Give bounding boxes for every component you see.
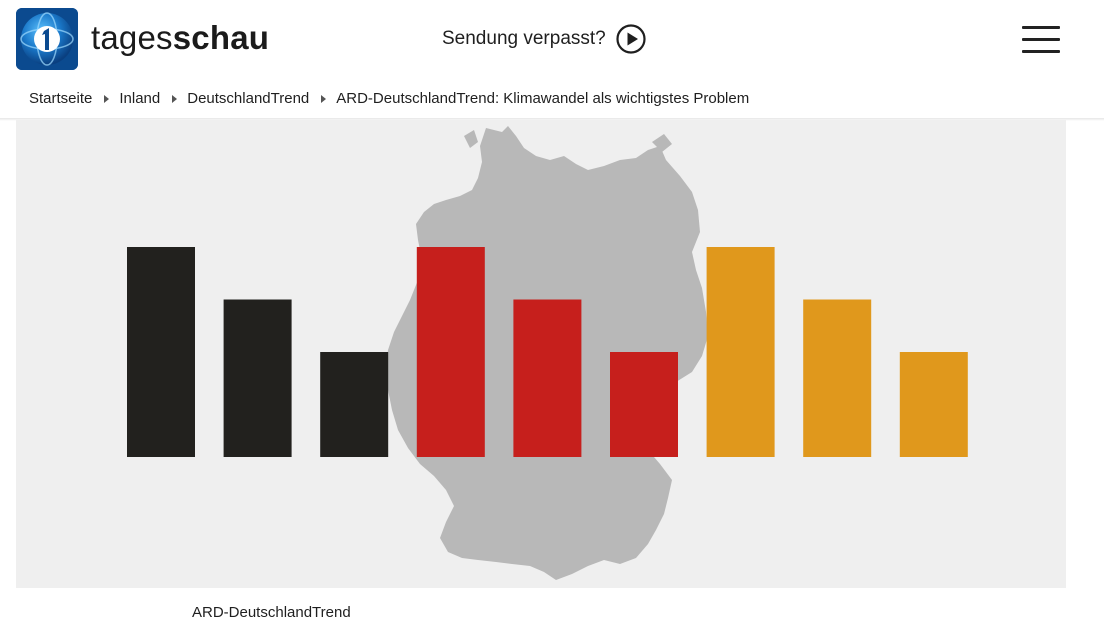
breadcrumb-item-deutschlandtrend[interactable]: DeutschlandTrend — [187, 90, 310, 107]
decorative-bar — [610, 352, 678, 457]
deutschlandtrend-illustration — [16, 120, 1066, 588]
tagesschau-logo-icon[interactable] — [16, 8, 78, 70]
decorative-bar — [320, 352, 389, 457]
decorative-bar — [706, 247, 775, 457]
decorative-bar — [127, 247, 195, 457]
decorative-bar — [899, 352, 968, 457]
hamburger-menu-icon[interactable] — [1022, 26, 1060, 53]
decorative-bar — [803, 299, 872, 457]
play-circle-icon — [616, 24, 646, 54]
decorative-bar — [223, 299, 292, 457]
decorative-bar — [416, 247, 485, 457]
breadcrumb-item-current-article[interactable]: ARD-DeutschlandTrend: Klimawandel als wi… — [336, 90, 750, 107]
logo-text-light: tages — [91, 19, 173, 56]
missed-show-link[interactable]: Sendung verpasst? — [442, 22, 646, 56]
image-caption: ARD-DeutschlandTrend — [192, 604, 351, 621]
breadcrumb-separator-icon — [104, 95, 110, 103]
island-shape — [464, 130, 478, 148]
header-shadow — [0, 118, 1104, 121]
article-teaser-image — [16, 120, 1066, 588]
island-shape — [652, 134, 672, 152]
decorative-bar — [513, 299, 582, 457]
breadcrumb: Startseite Inland DeutschlandTrend ARD-D… — [29, 88, 749, 110]
breadcrumb-separator-icon — [321, 95, 327, 103]
site-logo-wordmark[interactable]: tagesschau — [91, 16, 269, 60]
breadcrumb-separator-icon — [172, 95, 178, 103]
breadcrumb-item-startseite[interactable]: Startseite — [29, 90, 93, 107]
breadcrumb-item-inland[interactable]: Inland — [119, 90, 161, 107]
bars-group — [127, 247, 968, 457]
logo-text-bold: schau — [172, 19, 270, 56]
site-header: tagesschau Sendung verpasst? — [0, 0, 1104, 80]
missed-show-label: Sendung verpasst? — [442, 28, 606, 49]
